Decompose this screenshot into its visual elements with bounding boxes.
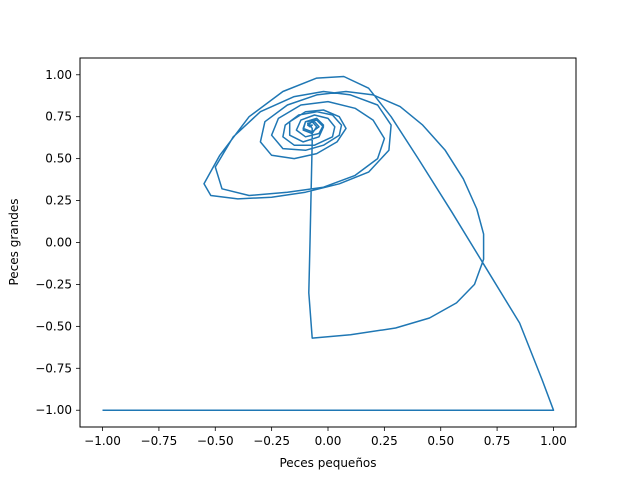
y-tick-label: −0.75	[35, 361, 72, 375]
y-axis-label: Peces grandes	[7, 199, 21, 286]
x-axis-label: Peces pequeños	[279, 456, 376, 470]
x-tick-label: −0.25	[253, 434, 290, 448]
y-tick-label: 0.75	[45, 110, 72, 124]
series-layer	[102, 75, 555, 411]
y-tick-label: 0.50	[45, 152, 72, 166]
x-tick-label: 0.50	[427, 434, 454, 448]
y-tick-label: 0.00	[45, 236, 72, 250]
y-tick-label: −0.25	[35, 277, 72, 291]
x-tick-label: 0.75	[484, 434, 511, 448]
y-axis-ticks: −1.00 −0.75 −0.50 −0.25 0.00 0.25 0.50 0.75 1.00	[35, 68, 80, 417]
y-tick-label: −0.50	[35, 319, 72, 333]
x-tick-label: −0.50	[197, 434, 234, 448]
x-tick-label: −1.00	[84, 434, 121, 448]
y-tick-label: 1.00	[45, 68, 72, 82]
x-tick-label: −0.75	[141, 434, 178, 448]
x-tick-label: 0.25	[371, 434, 398, 448]
series-line-0	[102, 75, 555, 411]
y-tick-label: −1.00	[35, 403, 72, 417]
x-tick-label: 0.00	[315, 434, 342, 448]
x-axis-ticks: −1.00 −0.75 −0.50 −0.25 0.00 0.25 0.50 0.75 1.00	[84, 427, 567, 448]
y-tick-label: 0.25	[45, 194, 72, 208]
x-tick-label: 1.00	[540, 434, 567, 448]
